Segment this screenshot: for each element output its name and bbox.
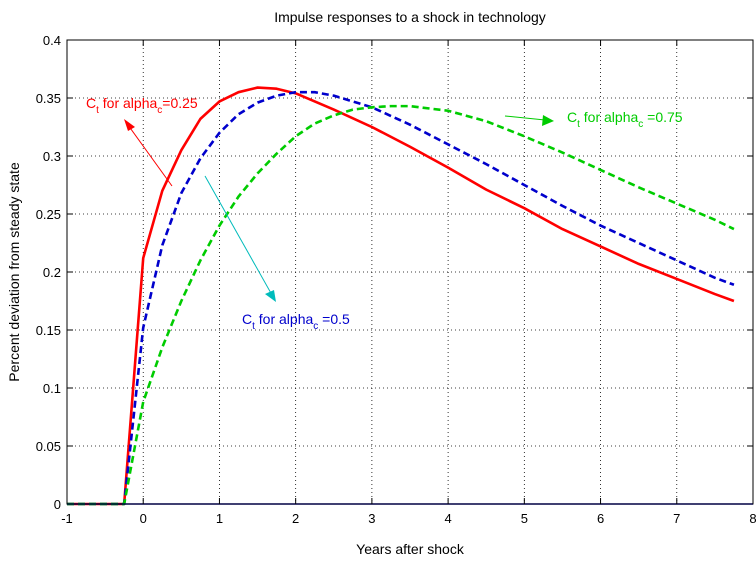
annotation-blue: Ct for alphac =0.5 <box>204 175 350 332</box>
arrowhead-green <box>542 115 554 126</box>
y-tick-label: 0.25 <box>36 207 61 222</box>
y-tick-label: 0.15 <box>36 323 61 338</box>
x-tick-label: 6 <box>597 511 604 526</box>
y-axis-label: Percent deviation from steady state <box>6 162 22 382</box>
arrowhead-blue <box>265 290 276 302</box>
x-tick-label: 5 <box>521 511 528 526</box>
svg-text:Ct for alphac =0.75: Ct for alphac =0.75 <box>567 109 683 130</box>
series-line-green <box>67 104 735 506</box>
arrowhead-red <box>124 119 135 131</box>
annotation-green: Ct for alphac =0.75 <box>504 109 683 130</box>
arrow-red <box>127 124 173 187</box>
x-tick-label: 2 <box>292 511 299 526</box>
y-tick-label: 0.1 <box>43 381 61 396</box>
plot-background <box>67 40 753 504</box>
y-tick-label: 0.05 <box>36 439 61 454</box>
x-tick-label: 0 <box>140 511 147 526</box>
x-axis-label: Years after shock <box>356 541 465 557</box>
series-line-blue <box>67 90 735 506</box>
x-tick-label: 3 <box>368 511 375 526</box>
x-tick-label: 4 <box>444 511 451 526</box>
y-tick-label: 0.3 <box>43 149 61 164</box>
annotation-red: Ct for alphac=0.25 <box>86 95 198 187</box>
y-tick-label: 0.4 <box>43 33 61 48</box>
svg-text:Ct for alphac =0.5: Ct for alphac =0.5 <box>242 311 350 332</box>
y-tick-label: 0.2 <box>43 265 61 280</box>
axis-ticks: -1 0 1 2 3 4 5 6 7 800.050.10.150.20.250.30.350.4 <box>36 33 756 526</box>
arrow-blue <box>204 175 273 296</box>
svg-text:Ct for alphac=0.25: Ct for alphac=0.25 <box>86 95 198 116</box>
x-tick-label: 8 <box>749 511 756 526</box>
x-tick-label: 7 <box>673 511 680 526</box>
arrow-green <box>504 115 546 121</box>
x-tick-label: 1 <box>216 511 223 526</box>
chart-title: Impulse responses to a shock in technolo… <box>274 9 546 25</box>
series-line-red <box>67 86 735 506</box>
x-tick-label: -1 <box>61 511 73 526</box>
y-tick-label: 0.35 <box>36 91 61 106</box>
y-tick-label: 0 <box>54 497 61 512</box>
